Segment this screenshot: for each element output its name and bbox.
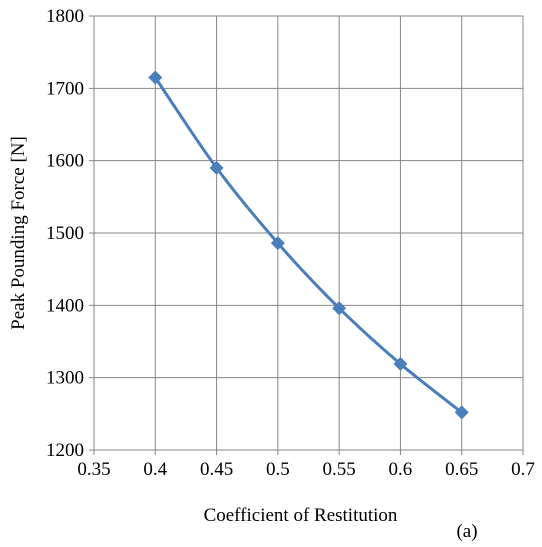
data-point-diamond (209, 160, 224, 175)
x-tick-label: 0.7 (511, 459, 535, 480)
y-axis-title: Peak Pounding Force [N] (8, 136, 29, 330)
plot-area-frame (93, 15, 524, 451)
grid-lines (89, 15, 524, 455)
data-point-diamond (393, 356, 408, 371)
y-axis-tick-labels: 1200 1300 1400 1500 1600 1700 1800 (46, 6, 84, 461)
x-axis-title: Coefficient of Restitution (204, 505, 398, 526)
y-tick-label: 1300 (46, 368, 84, 389)
y-tick-label: 1800 (46, 6, 84, 27)
x-tick-label: 0.4 (143, 459, 167, 480)
y-tick-label: 1600 (46, 151, 84, 172)
y-tick-label: 1500 (46, 223, 84, 244)
data-point-diamond (148, 70, 163, 85)
x-tick-label: 0.6 (389, 459, 413, 480)
series-layer (148, 70, 469, 420)
y-tick-label: 1700 (46, 78, 84, 99)
x-tick-label: 0.55 (323, 459, 356, 480)
data-point-diamond (332, 301, 347, 316)
panel-label: (a) (456, 521, 477, 542)
x-tick-label: 0.5 (266, 459, 290, 480)
x-tick-label: 0.65 (445, 459, 478, 480)
y-tick-label: 1400 (46, 295, 84, 316)
x-axis-tick-labels: 0.35 0.4 0.45 0.5 0.55 0.6 0.65 0.7 (77, 459, 535, 480)
data-point-diamond (270, 236, 285, 251)
x-tick-label: 0.35 (77, 459, 110, 480)
y-tick-label: 1200 (46, 440, 84, 461)
series-line (154, 76, 463, 414)
data-point-diamond (454, 405, 469, 420)
x-tick-label: 0.45 (200, 459, 233, 480)
